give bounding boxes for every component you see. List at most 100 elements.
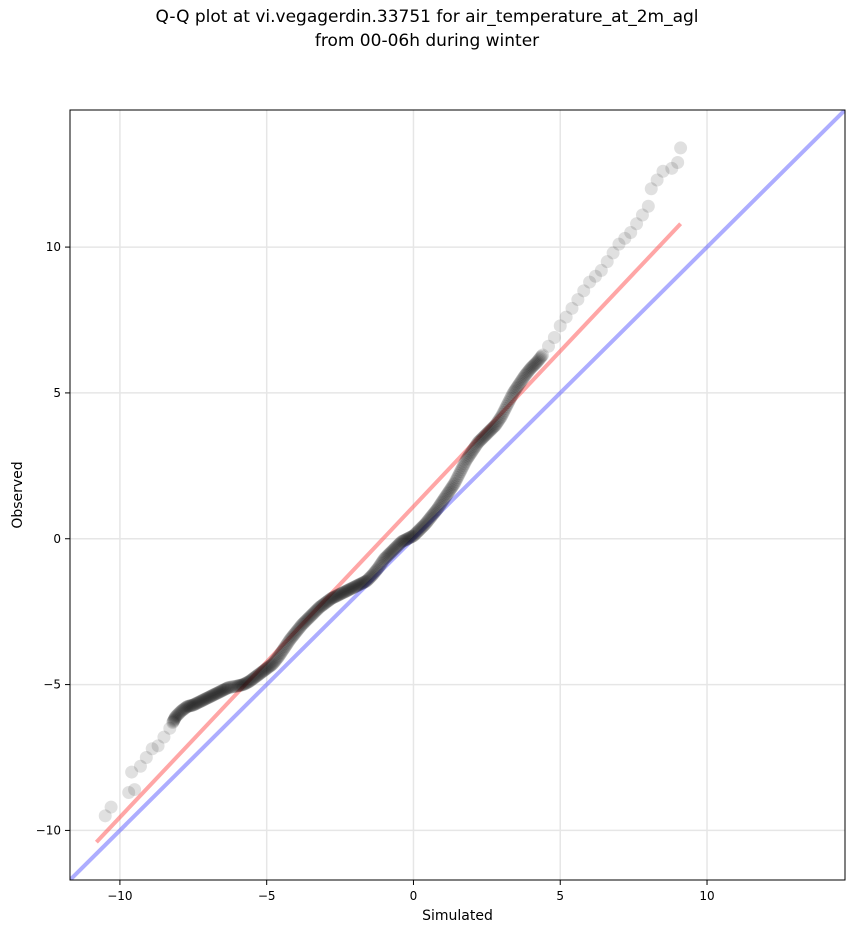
qq-point bbox=[231, 679, 245, 693]
qq-point bbox=[266, 657, 280, 671]
qq-point bbox=[390, 540, 404, 554]
qq-point bbox=[203, 690, 217, 704]
qq-point bbox=[493, 412, 507, 426]
qq-point bbox=[217, 683, 231, 697]
qq-point bbox=[401, 532, 415, 546]
qq-point bbox=[258, 663, 272, 677]
qq-point bbox=[459, 453, 473, 467]
qq-point bbox=[352, 578, 366, 592]
qq-point bbox=[255, 665, 269, 679]
qq-point bbox=[264, 659, 278, 673]
qq-point bbox=[268, 654, 282, 668]
qq-point bbox=[189, 697, 203, 711]
qq-point bbox=[218, 682, 232, 696]
x-axis-ticks: −10 −5 0 5 10 bbox=[107, 880, 715, 903]
qq-point bbox=[282, 634, 296, 648]
qq-point bbox=[665, 161, 679, 175]
qq-point bbox=[188, 697, 202, 711]
qq-point bbox=[489, 418, 503, 432]
qq-point bbox=[349, 579, 363, 593]
qq-point bbox=[415, 520, 429, 534]
qq-point bbox=[278, 640, 292, 654]
qq-point bbox=[345, 581, 359, 595]
qq-point bbox=[382, 547, 396, 561]
qq-point bbox=[600, 255, 614, 269]
qq-point bbox=[177, 702, 191, 716]
qq-point bbox=[463, 447, 477, 461]
qq-point bbox=[528, 357, 542, 371]
qq-point bbox=[405, 530, 419, 544]
qq-point bbox=[630, 217, 644, 231]
qq-point bbox=[449, 474, 463, 488]
qq-point bbox=[512, 377, 526, 391]
qq-point bbox=[196, 693, 210, 707]
qq-point bbox=[182, 699, 196, 713]
qq-point bbox=[395, 535, 409, 549]
qq-point bbox=[306, 607, 320, 621]
qq-point bbox=[369, 563, 383, 577]
qq-point bbox=[376, 554, 390, 568]
qq-point bbox=[444, 482, 458, 496]
qq-point bbox=[270, 651, 284, 665]
qq-point bbox=[456, 459, 470, 473]
qq-point bbox=[532, 353, 546, 367]
qq-point bbox=[487, 420, 501, 434]
qq-point bbox=[372, 559, 386, 573]
qq-point bbox=[483, 424, 497, 438]
qq-point bbox=[423, 511, 437, 525]
chart-title-line-2: from 00-06h during winter bbox=[314, 31, 540, 51]
qq-point bbox=[209, 687, 223, 701]
qq-point bbox=[379, 550, 393, 564]
qq-point bbox=[335, 586, 349, 600]
qq-point bbox=[312, 601, 326, 615]
qq-point bbox=[650, 173, 664, 187]
qq-point bbox=[319, 595, 333, 609]
qq-point bbox=[168, 711, 182, 725]
qq-point bbox=[290, 624, 304, 638]
qq-point bbox=[475, 432, 489, 446]
qq-point bbox=[523, 362, 537, 376]
qq-point bbox=[508, 383, 522, 397]
qq-point bbox=[486, 421, 500, 435]
qq-point bbox=[326, 591, 340, 605]
qq-point bbox=[170, 709, 184, 723]
qq-point bbox=[351, 578, 365, 592]
qq-point bbox=[157, 730, 171, 744]
qq-point bbox=[223, 680, 237, 694]
qq-point bbox=[316, 597, 330, 611]
qq-point bbox=[308, 605, 322, 619]
qq-point bbox=[421, 514, 435, 528]
qq-point bbox=[461, 450, 475, 464]
qq-point bbox=[531, 354, 545, 368]
qq-point bbox=[404, 530, 418, 544]
qq-point bbox=[322, 593, 336, 607]
qq-point bbox=[504, 390, 518, 404]
qq-point bbox=[451, 471, 464, 484]
qq-point bbox=[408, 527, 422, 541]
qq-point bbox=[227, 680, 241, 694]
qq-point bbox=[534, 350, 548, 364]
qq-point bbox=[298, 615, 312, 629]
qq-point bbox=[471, 436, 485, 449]
qq-point bbox=[403, 531, 417, 545]
y-tick-label: −5 bbox=[43, 678, 61, 692]
qq-point bbox=[526, 359, 540, 373]
qq-point bbox=[500, 398, 514, 412]
x-tick-label: 5 bbox=[556, 889, 564, 903]
qq-point bbox=[167, 714, 181, 728]
qq-point bbox=[535, 349, 549, 363]
qq-point bbox=[516, 371, 530, 385]
qq-point bbox=[474, 433, 488, 447]
qq-point bbox=[485, 422, 499, 436]
qq-point bbox=[588, 269, 602, 283]
x-tick-label: −10 bbox=[107, 889, 132, 903]
qq-point bbox=[125, 765, 139, 779]
qq-point bbox=[195, 694, 209, 708]
qq-point bbox=[419, 516, 433, 530]
qq-point bbox=[151, 739, 165, 753]
qq-point bbox=[370, 562, 384, 576]
qq-point bbox=[367, 566, 381, 580]
qq-point bbox=[441, 487, 455, 501]
qq-point bbox=[525, 360, 539, 374]
